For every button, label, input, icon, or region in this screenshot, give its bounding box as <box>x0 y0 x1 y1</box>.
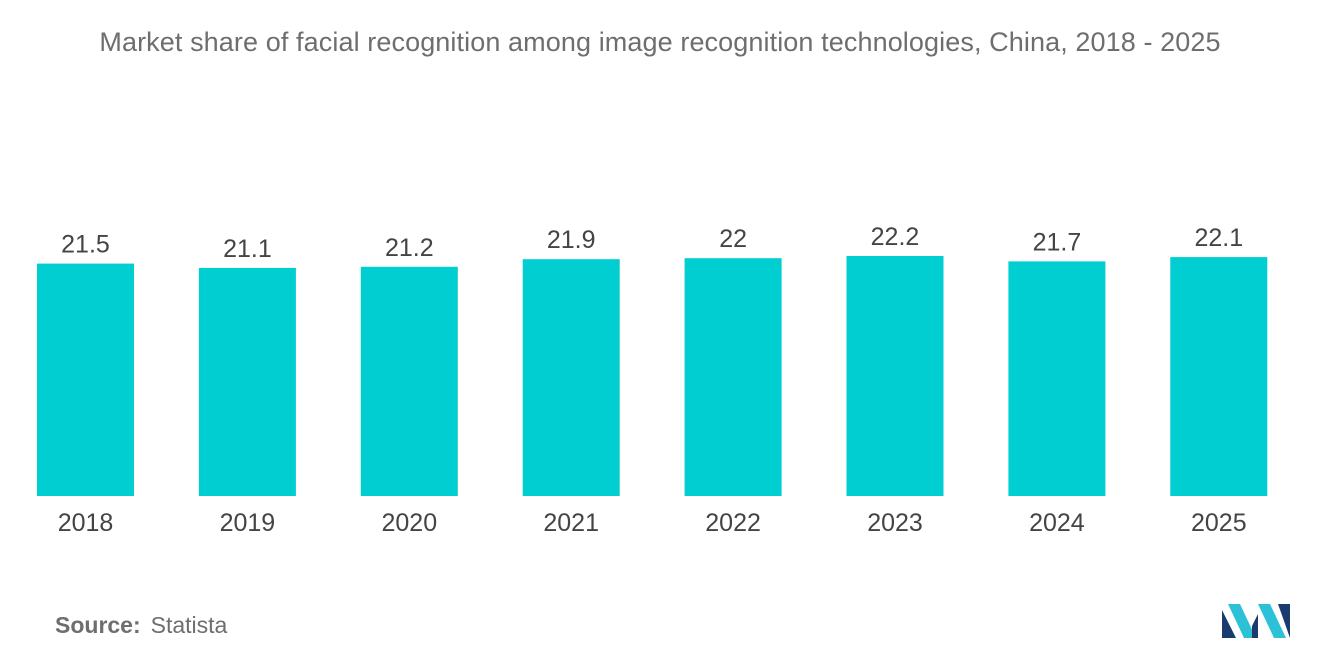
bar-2022 <box>684 258 782 496</box>
value-label-2021: 21.9 <box>547 226 596 254</box>
value-label-2023: 22.2 <box>871 223 920 251</box>
bar-2021 <box>522 259 620 496</box>
x-tick-label-2021: 2021 <box>543 509 599 537</box>
source-note: Source: Statista <box>55 612 227 639</box>
bar-2020 <box>360 266 458 496</box>
source-value: Statista <box>150 612 228 638</box>
value-labels-group: 21.5 21.1 21.2 21.9 22 22.2 21.7 22.1 <box>61 223 1243 263</box>
bar-chart: 21.5 21.1 21.2 21.9 22 22.2 21.7 22.1 2018 2019 2… <box>37 223 1268 537</box>
value-label-2025: 22.1 <box>1194 224 1243 252</box>
value-label-2022: 22 <box>719 225 747 253</box>
value-label-2019: 21.1 <box>223 235 272 263</box>
value-label-2024: 21.7 <box>1033 228 1082 256</box>
x-tick-label-2019: 2019 <box>220 509 276 537</box>
x-axis-tick-labels: 2018 2019 2020 2021 2022 2023 2024 2025 <box>58 509 1247 537</box>
mordor-intelligence-logo-icon <box>1222 604 1290 638</box>
x-tick-label-2022: 2022 <box>705 509 761 537</box>
value-label-2018: 21.5 <box>61 231 110 259</box>
bars-group <box>37 256 1268 496</box>
bar-2019 <box>198 267 296 496</box>
bar-2018 <box>37 263 134 496</box>
value-label-2020: 21.2 <box>385 234 434 262</box>
x-tick-label-2024: 2024 <box>1029 509 1085 537</box>
bar-2023 <box>846 256 944 496</box>
bar-2024 <box>1008 261 1106 496</box>
source-label: Source: <box>55 612 141 638</box>
x-tick-label-2025: 2025 <box>1191 509 1247 537</box>
bar-2025 <box>1170 257 1268 496</box>
chart-title: Market share of facial recognition among… <box>99 27 1221 57</box>
x-tick-label-2023: 2023 <box>867 509 923 537</box>
x-tick-label-2020: 2020 <box>381 509 437 537</box>
x-tick-label-2018: 2018 <box>58 509 114 537</box>
